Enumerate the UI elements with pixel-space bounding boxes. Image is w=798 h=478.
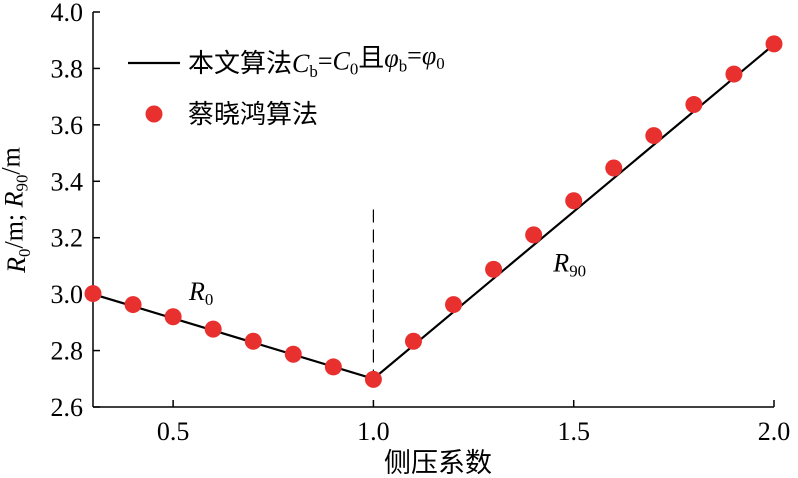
y-tick-label: 3.6 — [51, 111, 84, 140]
data-point-cai-algorithm — [765, 35, 783, 53]
data-point-cai-algorithm — [485, 260, 503, 278]
data-point-cai-algorithm — [605, 159, 623, 177]
legend: 本文算法Cb​=C0​且φb​=φ0​ 蔡晓鸿算法 — [128, 41, 445, 129]
x-tick-label: 1.0 — [357, 417, 390, 446]
y-tick-label: 3.8 — [51, 54, 84, 83]
y-tick-label: 3.0 — [51, 280, 84, 309]
data-point-cai-algorithm — [284, 345, 302, 363]
y-tick-label: 2.6 — [51, 393, 84, 422]
y-axis-label: R0​/m; R90​/m — [0, 147, 34, 274]
legend-marker-swatch — [145, 105, 163, 123]
axes: 2.6 2.8 3.0 3.2 3.4 3.6 3.8 4.0 0.5 1.0 1.5 2.0 — [51, 0, 791, 446]
data-point-cai-algorithm — [725, 65, 743, 83]
data-point-cai-algorithm — [164, 308, 182, 326]
y-tick-label: 3.4 — [51, 167, 84, 196]
data-point-cai-algorithm — [565, 192, 583, 210]
data-point-cai-algorithm — [645, 127, 663, 145]
y-tick-label: 3.2 — [51, 224, 84, 253]
legend-label-proposed-algorithm: 本文算法Cb​=C0​且φb​=φ0​ — [188, 41, 445, 81]
data-point-cai-algorithm — [84, 285, 102, 303]
y-tick-label: 2.8 — [51, 337, 84, 366]
data-point-cai-algorithm — [404, 332, 422, 350]
data-point-cai-algorithm — [525, 226, 543, 244]
data-point-cai-algorithm — [445, 296, 463, 314]
curve-annotation-label: R0​ — [188, 277, 213, 309]
x-tick-label: 2.0 — [758, 417, 791, 446]
data-point-cai-algorithm — [124, 296, 142, 314]
x-tick-label: 0.5 — [157, 417, 190, 446]
curve-annotation-label: R90​ — [552, 249, 586, 281]
series-group — [84, 35, 783, 388]
data-point-cai-algorithm — [244, 332, 262, 350]
data-point-cai-algorithm — [324, 358, 342, 376]
x-tick-label: 1.5 — [557, 417, 590, 446]
x-axis-label: 侧压系数 — [384, 448, 492, 478]
data-point-cai-algorithm — [364, 370, 382, 388]
legend-label-cai-algorithm: 蔡晓鸿算法 — [188, 100, 318, 129]
annotations-group: R0​ R90​ — [188, 249, 586, 309]
series-line-proposed-algorithm — [92, 43, 775, 381]
data-point-cai-algorithm — [685, 96, 703, 114]
y-tick-label: 4.0 — [51, 0, 84, 27]
data-point-cai-algorithm — [204, 320, 222, 338]
